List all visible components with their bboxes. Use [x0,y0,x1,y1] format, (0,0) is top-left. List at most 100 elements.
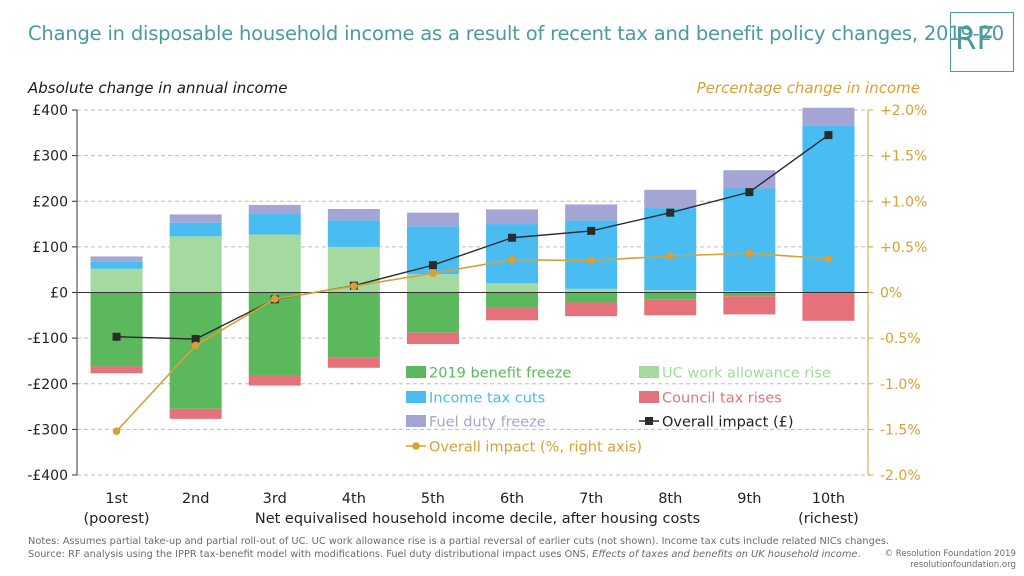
credit: © Resolution Foundation 2019 resolutionf… [884,549,1016,571]
bar-segment [644,189,697,209]
bar-segment [486,292,539,308]
bar-segment [406,274,459,293]
bar-segment [169,408,222,419]
bar-segment [802,125,855,293]
legend-label: Overall impact (%, right axis) [429,440,642,456]
x-tick-label: 5th [421,491,445,507]
bar-segment [406,292,459,333]
bar-segment [723,292,776,297]
bar-segment [644,292,697,300]
y-tick-label: -£100 [27,331,68,347]
data-point [666,252,675,260]
y2-tick-label: -1.0% [880,377,921,393]
y2-tick-label: 0% [880,286,902,302]
data-point [824,254,833,263]
data-point [112,427,121,436]
y-tick-label: £100 [32,240,68,256]
bar-segment [248,214,301,235]
bar-segment [327,292,380,358]
y2-tick-label: -2.0% [880,468,921,484]
legend-label: 2019 benefit freeze [429,366,571,382]
x-tick-label: 10th [812,491,845,507]
y-tick-label: £300 [32,149,68,165]
legend-label: Income tax cuts [429,391,545,407]
legend-swatch [639,366,659,378]
bar-segment [169,236,222,293]
bar-segment [565,302,618,317]
resolution-foundation-logo: RF [950,12,1014,72]
data-point [112,332,121,341]
y-axis-title-left: Absolute change in annual income [28,79,288,97]
series-line [115,252,829,432]
data-point [745,249,754,258]
y-tick-label: £0 [50,286,68,302]
footnotes: Notes: Assumes partial take-up and parti… [28,535,889,561]
legend-swatch [406,415,426,427]
bar-segment [486,209,539,225]
data-point [745,188,754,197]
source-line: Source: RF analysis using the IPPR tax-b… [28,549,861,560]
bar-segment [565,292,618,303]
x-tick-sublabel: (richest) [798,511,859,527]
x-tick-label: 6th [500,491,524,507]
bar-segment [327,209,380,221]
bar-segment [486,283,539,293]
bar-segment [723,188,776,292]
series-line [116,134,829,340]
x-tick-label: 2nd [182,491,210,507]
y-tick-label: £200 [32,194,68,210]
bar-segment [90,292,143,367]
legend-marker [645,417,653,425]
x-tick-label: 9th [737,491,761,507]
y-axis-title-right: Percentage change in income [696,79,920,97]
bar-segment [565,288,618,293]
bar-segment [406,212,459,227]
y-tick-label: -£300 [27,422,68,438]
bar-segment [248,292,301,376]
legend-label: UC work allowance rise [662,366,831,382]
x-tick-label: 8th [658,491,682,507]
legend-swatch [406,366,426,378]
data-point [191,341,200,350]
y2-tick-label: +1.0% [880,194,927,210]
data-point [824,131,833,140]
legend-label: Council tax rises [662,391,782,407]
x-axis-title: Net equivalised household income decile,… [255,511,700,527]
notes-line: Notes: Assumes partial take-up and parti… [28,536,890,547]
data-point [508,233,517,242]
data-point [429,269,437,278]
x-tick-label: 7th [579,491,603,507]
x-tick-label: 3rd [263,491,287,507]
y2-tick-label: -1.5% [880,422,921,438]
bar-segment [723,296,776,315]
bar-segment [169,214,222,223]
y-tick-label: -£400 [27,468,68,484]
bar-segment [90,366,143,374]
y2-tick-label: +1.5% [880,149,927,165]
bar-segment [802,293,855,321]
data-point [587,256,595,265]
bar-segment [644,208,697,291]
chart-title: Change in disposable household income as… [28,22,1004,45]
legend-swatch [639,391,659,403]
bar-segment [486,307,539,321]
y-tick-label: £400 [32,103,68,119]
bar-segment [248,204,301,215]
copyright-line: © Resolution Foundation 2019 [884,549,1016,559]
bar-segment [327,220,380,247]
data-point [350,282,358,290]
bar-segment [802,107,855,126]
legend-label: Overall impact (£) [662,415,793,431]
y2-tick-label: -0.5% [880,331,921,347]
data-point [270,295,279,303]
bar-segment [90,256,143,262]
bar-segment [565,204,618,221]
bar-segment [90,261,143,269]
bar-segment [248,234,301,293]
y2-tick-label: +0.5% [880,240,927,256]
x-tick-sublabel: (poorest) [84,511,150,527]
y-tick-label: -£200 [27,377,68,393]
bar-segment [406,332,459,345]
website-line: resolutionfoundation.org [910,560,1016,570]
data-point [666,208,675,217]
